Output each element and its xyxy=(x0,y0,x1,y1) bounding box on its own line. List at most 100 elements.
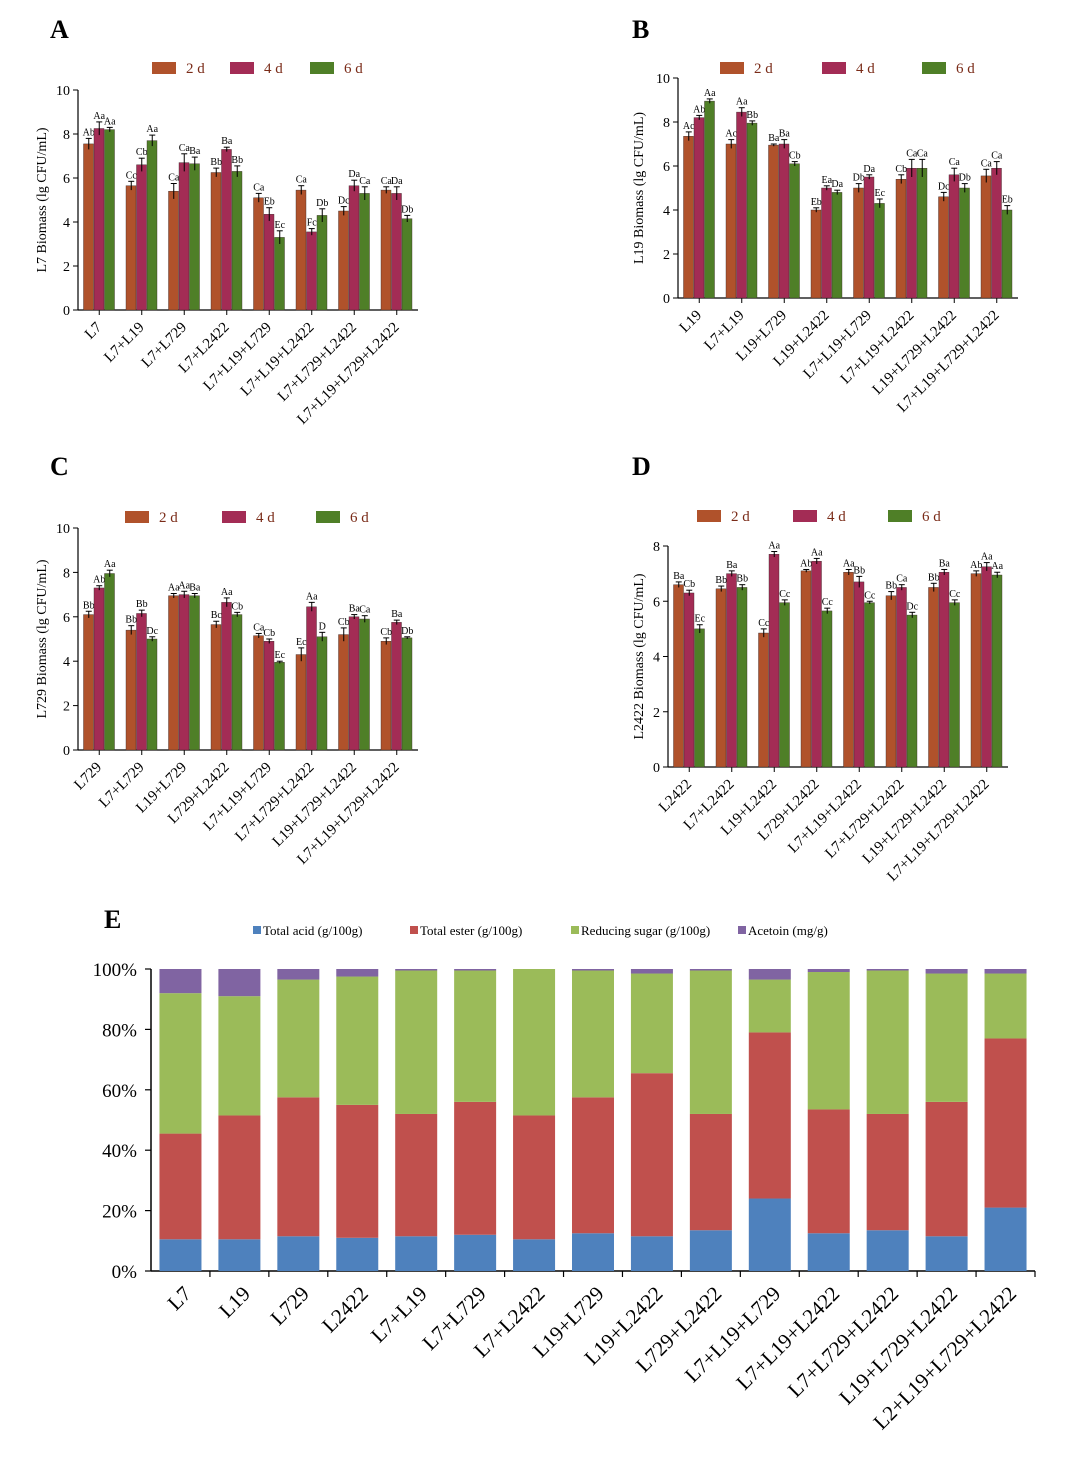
bar xyxy=(253,197,264,311)
panel-letter: A xyxy=(50,15,69,44)
legend-swatch xyxy=(125,511,149,523)
significance-label: Ca xyxy=(253,182,265,193)
bar xyxy=(789,163,800,299)
stacked-segment xyxy=(454,969,497,971)
panel-d: D 2 d 4 d 6 d 0 2 4 6 8 L2422 Biomass (lg CFU/mL)… xyxy=(632,452,1008,885)
stacked-segment xyxy=(689,969,732,971)
x-tick-label: L19 xyxy=(214,1282,255,1323)
legend-swatch xyxy=(888,510,912,522)
bar xyxy=(683,592,695,768)
bar xyxy=(725,143,737,299)
y-tick-label: 0 xyxy=(653,761,660,776)
stacked-segment xyxy=(925,1101,968,1237)
legend-swatch xyxy=(316,511,340,523)
significance-label: Ec xyxy=(296,637,307,648)
bar xyxy=(1001,209,1013,299)
significance-label: Fc xyxy=(307,218,318,229)
significance-label: D xyxy=(319,621,326,632)
stacked-segment xyxy=(807,969,850,973)
bar xyxy=(970,573,982,768)
stacked-segment xyxy=(866,969,909,971)
panel-letter: E xyxy=(104,905,121,934)
stacked-segment xyxy=(689,970,732,1114)
significance-label: Db xyxy=(316,198,328,209)
significance-label: Ca xyxy=(381,176,393,187)
y-axis-label: L2422 Biomass (lg CFU/mL) xyxy=(632,573,647,739)
bar xyxy=(758,632,769,768)
stacked-segment xyxy=(866,1113,909,1231)
bar xyxy=(338,210,349,311)
significance-label: Bb xyxy=(885,581,897,592)
legend-label: 2 d xyxy=(159,510,178,526)
significance-label: Dc xyxy=(146,626,158,637)
stacked-segment xyxy=(689,1113,732,1231)
stacked-segment xyxy=(866,970,909,1114)
significance-label: Db xyxy=(401,204,413,215)
stacked-segment xyxy=(218,1239,261,1271)
significance-label: Ca xyxy=(917,148,929,159)
bar xyxy=(683,136,694,299)
y-tick-label: 10 xyxy=(56,84,70,99)
stacked-segment xyxy=(925,973,968,1102)
bar xyxy=(401,218,413,311)
legend-swatch xyxy=(222,511,246,523)
legend-swatch xyxy=(253,926,261,934)
y-axis-label: L729 Biomass (lg CFU/mL) xyxy=(35,559,50,718)
legend-label: 6 d xyxy=(922,509,941,525)
significance-label: Da xyxy=(863,164,875,175)
stacked-segment xyxy=(336,1237,379,1271)
bar xyxy=(359,618,370,751)
bar xyxy=(359,193,370,311)
legend-swatch xyxy=(152,62,176,74)
bar xyxy=(93,587,105,751)
significance-label: Db xyxy=(853,173,865,184)
bar xyxy=(210,624,222,751)
bar xyxy=(83,143,94,311)
bar xyxy=(938,196,949,299)
stacked-segment xyxy=(159,969,202,994)
significance-label: Cc xyxy=(949,589,961,600)
bar xyxy=(104,573,115,751)
bar xyxy=(178,594,190,751)
legend-label: Total acid (g/100g) xyxy=(263,923,362,938)
x-tick-label: L7+L19+L2422 xyxy=(785,777,865,857)
significance-label: Db xyxy=(401,626,413,637)
bar xyxy=(231,614,243,751)
y-tick-label: 8 xyxy=(663,116,670,131)
significance-label: Ba xyxy=(349,604,361,615)
bar xyxy=(853,187,864,299)
stacked-segment xyxy=(336,1104,379,1238)
legend-label: 2 d xyxy=(754,61,773,77)
bar xyxy=(831,192,843,299)
bar xyxy=(316,636,328,751)
y-tick-label: 4 xyxy=(63,216,70,231)
significance-label: Cb xyxy=(683,579,695,590)
y-tick-label: 10 xyxy=(56,522,70,537)
bar xyxy=(168,595,179,751)
significance-label: Dc xyxy=(906,601,918,612)
bar xyxy=(704,100,715,299)
x-tick-label: L7 xyxy=(163,1282,196,1315)
y-tick-label: 10 xyxy=(656,72,670,87)
x-tick-label: L7+L19+L2422 xyxy=(238,320,318,400)
stacked-segment xyxy=(572,970,614,1098)
bar xyxy=(306,606,317,751)
x-tick-label: L2422 xyxy=(656,777,695,816)
y-tick-label: 8 xyxy=(653,540,660,555)
bar xyxy=(991,167,1002,299)
bar xyxy=(981,566,992,768)
y-axis-label: L7 Biomass (lg CFU/mL) xyxy=(35,127,50,272)
stacked-segment xyxy=(807,1233,850,1271)
significance-label: Bb xyxy=(231,155,243,166)
bar xyxy=(401,637,413,751)
bar xyxy=(263,641,275,751)
bar xyxy=(778,143,790,299)
significance-label: Ac xyxy=(683,121,695,132)
legend-swatch xyxy=(720,62,744,74)
legend-swatch xyxy=(230,62,254,74)
bar xyxy=(715,588,727,768)
panel-letter: D xyxy=(632,452,651,481)
bar xyxy=(864,602,875,768)
significance-label: Cc xyxy=(779,589,791,600)
